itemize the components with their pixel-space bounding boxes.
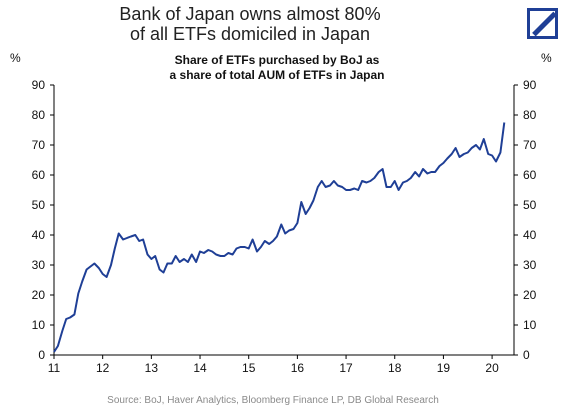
x-tick-label: 14 [193,361,207,375]
title-line-2: of all ETFs domiciled in Japan [129,24,371,44]
x-tick-label: 12 [96,361,110,375]
page-title: Bank of Japan owns almost 80% of all ETF… [0,4,500,44]
source-note: Source: BoJ, Haver Analytics, Bloomberg … [107,395,439,406]
y-tick-label-right: 20 [523,288,537,302]
x-tick-label: 17 [339,361,353,375]
x-tick-label: 18 [388,361,402,375]
y-tick-label-right: 30 [523,258,537,272]
x-tick-label: 13 [145,361,159,375]
series-line [53,122,506,353]
x-tick-label: 19 [437,361,451,375]
x-tick-label: 15 [242,361,256,375]
axis-ticks: 0 0 10 10 20 20 30 30 40 40 50 50 60 60 70 70 80 80 90 90 11… [32,78,537,375]
x-tick-label: 11 [48,361,61,375]
y-tick-label-right: 60 [523,168,537,182]
title-line-1: Bank of Japan owns almost 80% [119,4,381,24]
y-tick-label-right: 10 [523,318,537,332]
y-tick-label-left: 0 [38,348,45,362]
y-tick-label-right: 0 [523,348,530,362]
y-tick-label-left: 60 [32,168,46,182]
x-tick-label: 20 [485,361,499,375]
x-tick-label: 16 [291,361,305,375]
plot-frame [53,85,515,356]
chart-subtitle-line-2: a share of total AUM of ETFs in Japan [170,68,385,82]
y-tick-label-right: 80 [523,108,537,122]
y-tick-label-left: 50 [32,198,46,212]
y-tick-label-left: 90 [32,78,46,92]
y-tick-label-right: 90 [523,78,537,92]
y-tick-label-left: 80 [32,108,46,122]
y-tick-label-left: 70 [32,138,46,152]
y-tick-label-left: 30 [32,258,46,272]
y-tick-label-left: 20 [32,288,46,302]
y-tick-label-right: 50 [523,198,537,212]
y-tick-label-right: 40 [523,228,537,242]
series-lines [53,122,506,353]
right-unit-label: % [541,51,552,65]
y-tick-label-left: 10 [32,318,46,332]
y-tick-label-right: 70 [523,138,537,152]
deutsche-bank-logo-icon [527,8,558,39]
chart-subtitle-line-1: Share of ETFs purchased by BoJ as [175,53,380,67]
left-unit-label: % [10,51,21,65]
y-tick-label-left: 40 [32,228,46,242]
